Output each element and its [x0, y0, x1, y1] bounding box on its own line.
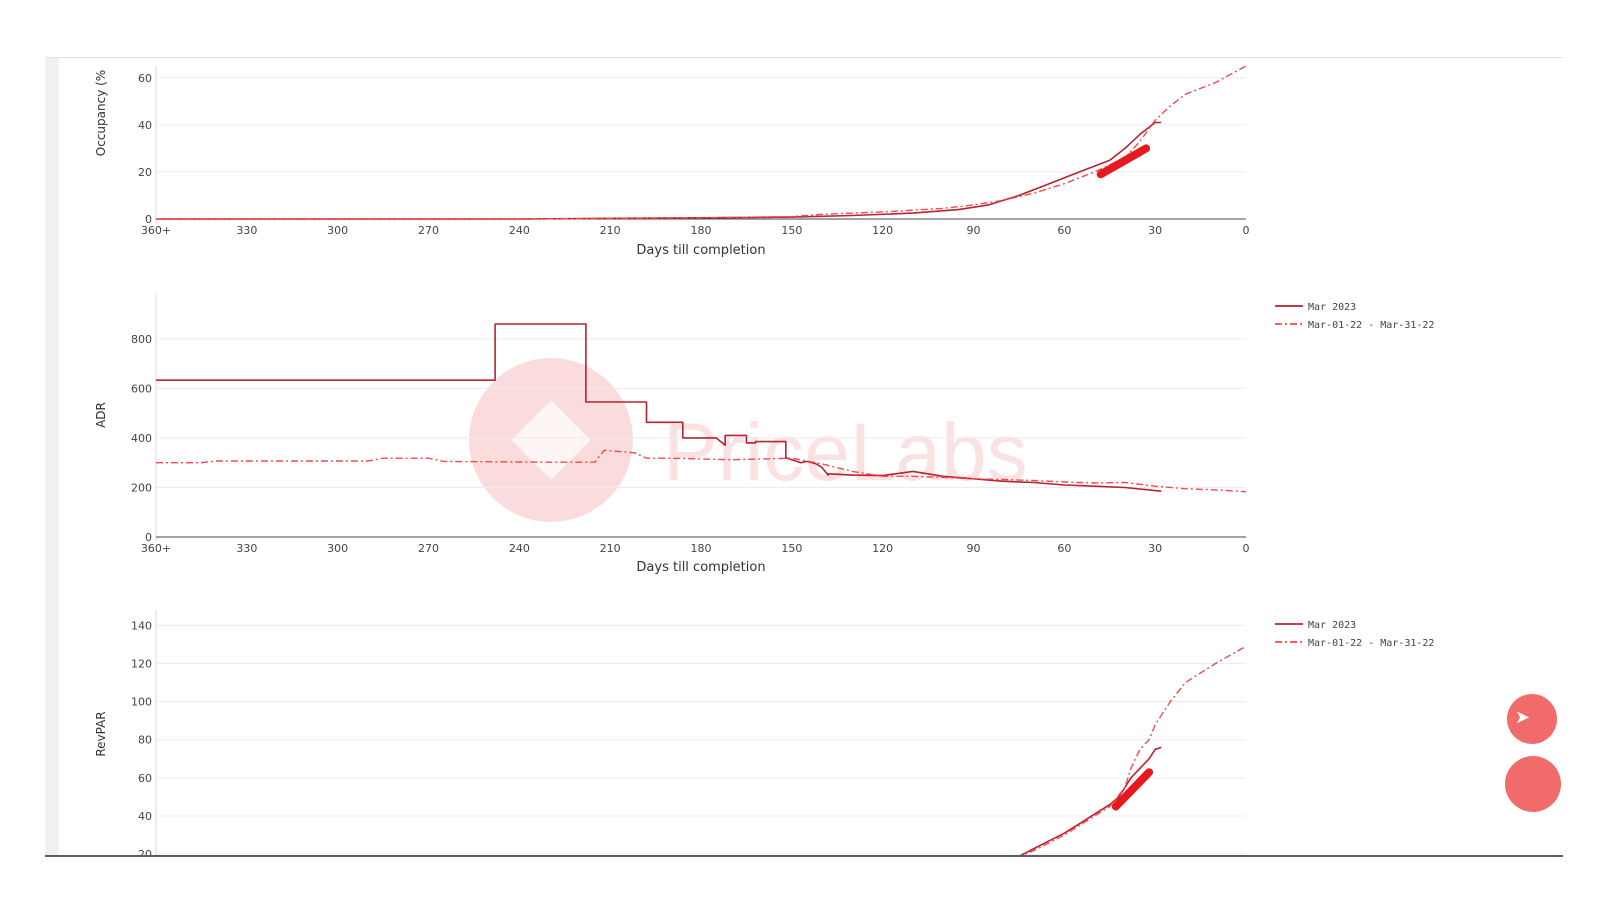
- annotation-stroke: [1111, 768, 1154, 811]
- x-tick-label: 30: [1148, 224, 1162, 237]
- legend-label: Mar 2023: [1308, 302, 1356, 313]
- x-tick-label: 120: [872, 542, 893, 555]
- left-edge-bar: [45, 58, 59, 855]
- x-tick-label: 330: [236, 542, 257, 555]
- x-tick-label: 210: [600, 542, 621, 555]
- y-tick-label: 120: [131, 657, 152, 670]
- series-line-prior-year: [156, 65, 1247, 220]
- x-axis-title: Days till completion: [636, 243, 765, 258]
- series-line-prior-year: [156, 449, 1247, 493]
- y-tick-label: 0: [145, 531, 152, 544]
- x-tick-label: 330: [236, 224, 257, 237]
- legend-label: Mar-01-22 - Mar-31-22: [1308, 320, 1434, 331]
- legend-label: Mar 2023: [1308, 620, 1356, 631]
- y-axis-title: RevPAR: [94, 711, 108, 756]
- y-tick-label: 20: [138, 166, 152, 179]
- x-axis-title: Days till completion: [636, 560, 765, 575]
- x-tick-label: 30: [1148, 542, 1162, 555]
- x-tick-label: 210: [600, 224, 621, 237]
- chart-legend: Mar 2023 Mar-01-22 - Mar-31-22: [1275, 302, 1434, 331]
- y-tick-label: 40: [138, 119, 152, 132]
- y-tick-label: 0: [145, 213, 152, 226]
- arrow-icon: ➤: [1515, 707, 1531, 728]
- series-line-current: [1019, 746, 1162, 855]
- pricelabs-watermark: PriceLabs: [469, 358, 1028, 522]
- y-tick-label: 600: [131, 382, 152, 395]
- series-line-current: [156, 121, 1162, 220]
- y-tick-label: 60: [138, 772, 152, 785]
- y-tick-label: 20: [138, 848, 152, 855]
- x-tick-label: 60: [1057, 224, 1071, 237]
- x-tick-label: 270: [418, 542, 439, 555]
- x-tick-label: 180: [691, 224, 712, 237]
- x-tick-label: 240: [509, 542, 530, 555]
- x-tick-label: 60: [1057, 542, 1071, 555]
- x-tick-label: 360+: [141, 224, 171, 237]
- x-tick-label: 90: [967, 224, 981, 237]
- floating-chat-button[interactable]: [1505, 756, 1561, 812]
- x-tick-label: 120: [872, 224, 893, 237]
- y-tick-label: 60: [138, 72, 152, 85]
- floating-arrow-button[interactable]: ➤: [1507, 694, 1557, 744]
- y-axis-title: ADR: [94, 402, 108, 428]
- y-tick-label: 200: [131, 481, 152, 494]
- x-tick-label: 300: [327, 542, 348, 555]
- y-tick-label: 40: [138, 810, 152, 823]
- x-tick-label: 300: [327, 224, 348, 237]
- legend-label: Mar-01-22 - Mar-31-22: [1308, 638, 1434, 649]
- y-tick-label: 140: [131, 619, 152, 632]
- y-tick-label: 800: [131, 333, 152, 346]
- watermark-text: PriceLabs: [663, 407, 1028, 498]
- x-tick-label: 150: [781, 542, 802, 555]
- y-tick-label: 80: [138, 734, 152, 747]
- y-axis-title: Occupancy (%: [94, 70, 108, 156]
- chart-frame: PriceLabs 0 20 40 60 360+ 330 300 270 240 210 180 1…: [45, 57, 1563, 857]
- annotation-stroke: [1096, 144, 1151, 179]
- x-tick-label: 360+: [141, 542, 171, 555]
- chart-panel-3: 20 40 60 80 100 120 140 RevPAR: [94, 610, 1247, 855]
- y-tick-label: 400: [131, 432, 152, 445]
- x-tick-label: 0: [1243, 542, 1250, 555]
- x-tick-label: 90: [967, 542, 981, 555]
- chart-legend: Mar 2023 Mar-01-22 - Mar-31-22: [1275, 620, 1434, 649]
- series-line-current: [156, 323, 1162, 492]
- x-tick-label: 240: [509, 224, 530, 237]
- x-tick-label: 150: [781, 224, 802, 237]
- x-tick-label: 0: [1243, 224, 1250, 237]
- x-tick-label: 180: [691, 542, 712, 555]
- y-tick-label: 100: [131, 696, 152, 709]
- watermark-logo-diamond: [511, 400, 591, 480]
- series-line-prior-year: [1021, 645, 1247, 855]
- x-tick-label: 270: [418, 224, 439, 237]
